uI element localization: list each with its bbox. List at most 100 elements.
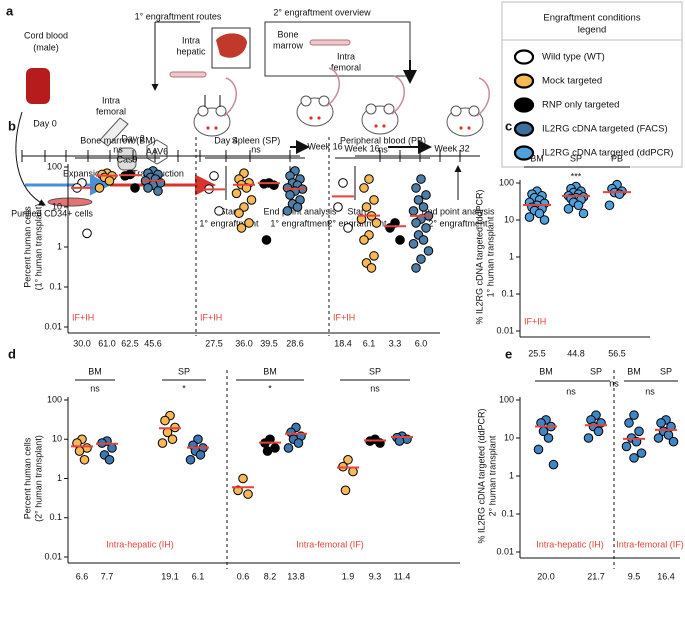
label: Cas9 [116,154,137,164]
median-label: 25.5 [528,348,546,358]
data-point [573,200,584,211]
data-point [629,410,639,420]
y-tick-label: 100 [47,161,62,171]
y-tick-label: 0.1 [49,512,62,522]
label: marrow [273,40,304,50]
dish-icon [47,197,93,207]
data-point [593,426,604,437]
arrow [155,21,200,90]
data-point [534,208,545,219]
y-tick-label: 100 [499,177,514,187]
median-label: 61.0 [98,338,116,348]
data-point [524,212,535,222]
data-point [261,235,272,245]
y-tick-label: 1 [509,251,514,261]
y-tick-label: 0.01 [496,325,514,335]
section-header: BM [263,366,277,376]
data-point [421,190,431,200]
label: Day 2 [121,133,145,143]
bone-icon [309,39,351,46]
data-point [636,448,647,458]
label: 1° engraftment [270,218,330,228]
data-point [195,450,206,460]
overview-title: 2° engraftment overview [273,7,371,17]
routes-title: 1° engraftment routes [135,11,222,21]
annotation: IF+IH [524,316,546,326]
y-tick-label: 0.1 [501,508,514,518]
label: Start [347,206,367,216]
data-point [408,239,419,249]
data-point [421,223,431,233]
arrow [15,111,46,206]
data-point [104,176,115,186]
data-point [340,485,351,496]
data-point [282,206,293,216]
data-point [413,195,424,205]
y-axis-label: (2° human transplant) [33,435,43,522]
annotation: IF+IH [200,312,222,322]
data-point [563,204,574,214]
data-point [411,218,421,228]
panel-label: a [6,3,14,18]
data-point [82,228,92,239]
median-label: 18.4 [334,338,352,348]
median-label: 1.9 [342,571,355,581]
section-header: BM [530,153,544,163]
legend-marker [513,97,535,113]
section-header: SP [590,366,602,376]
data-point [361,202,372,212]
y-tick-label: 1 [57,473,62,483]
label: Purified CD34+ cells [11,208,93,218]
liver-icon [216,33,247,58]
y-tick-label: 0.1 [501,288,514,298]
median-label: 0.6 [237,571,250,581]
median-label: 8.2 [264,571,277,581]
significance: ns [645,386,655,396]
y-tick-label: 10 [52,201,62,211]
data-point [157,438,168,448]
data-point [130,183,140,193]
median-label: 62.5 [121,338,139,348]
timeline-tick [21,150,291,162]
data-point [79,454,90,465]
annotation: Intra-hepatic (IH) [106,539,174,549]
data-point [359,235,369,245]
median-label: 7.7 [101,571,114,581]
timeline-tick [379,150,461,162]
label: 2° engraftment [428,218,488,228]
data-point [385,223,395,233]
data-point [418,202,429,212]
section-header: Spleen (SP) [232,135,281,145]
label: Week 16 [307,141,342,151]
median-label: 28.6 [286,338,304,348]
y-tick-label: 1 [57,241,62,251]
y-axis-label: % IL2RG cDNA targeted (ddPCR) [476,408,486,543]
data-point [364,174,374,184]
panel-label: b [8,118,16,133]
significance: ns [251,144,261,154]
data-point [411,263,421,273]
y-tick-label: 10 [504,214,514,224]
data-point [348,466,358,477]
data-point [614,189,625,199]
label: Start [219,206,239,216]
data-point [107,443,117,453]
y-tick-label: 0.01 [44,321,62,331]
y-tick-label: 1 [509,470,514,480]
data-point [94,183,105,193]
data-point [285,190,295,200]
data-point [262,446,273,456]
label: Cord blood [24,30,68,40]
data-point [371,218,382,228]
y-tick-label: 100 [47,394,62,404]
data-point [338,178,348,188]
data-point [408,206,419,216]
median-label: 21.7 [587,571,605,581]
data-point [185,454,196,465]
data-point [343,454,353,465]
data-point [411,183,421,193]
data-point [533,444,544,455]
median-label: 11.4 [394,571,411,581]
data-point [244,218,254,228]
legend-marker [513,73,535,89]
